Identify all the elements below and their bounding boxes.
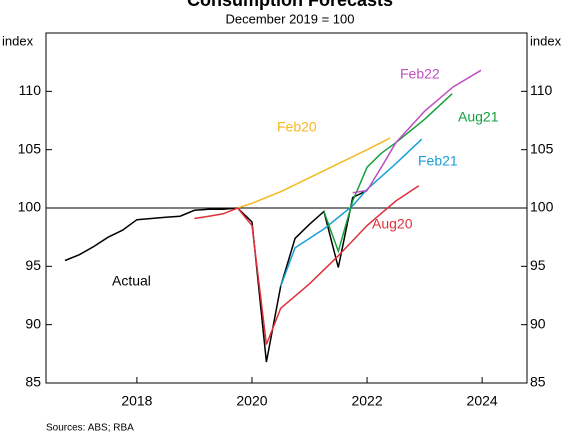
x-tick-label: 2020 (236, 393, 267, 409)
series-line (352, 69, 482, 194)
y-tick-label: 90 (25, 315, 41, 331)
series-label: Feb20 (277, 119, 317, 135)
y2-tick-label: 110 (530, 82, 553, 98)
chart-title: Consumption Forecasts (187, 0, 393, 10)
x-tick-label: 2018 (121, 393, 152, 409)
y-tick-label: 110 (19, 82, 42, 98)
series-label: Feb21 (418, 153, 458, 169)
y2-tick-label: 105 (530, 140, 554, 156)
y-tick-label: 85 (25, 374, 41, 390)
y2-tick-label: 85 (530, 374, 546, 390)
y2-tick-label: 95 (530, 257, 546, 273)
series-line (279, 138, 423, 287)
y2-tick-label: 100 (530, 199, 554, 215)
y-tick-label: 95 (25, 257, 41, 273)
y2-axis-label: index (530, 33, 562, 48)
series-label: Aug20 (372, 216, 413, 232)
y-axis-label: index (2, 33, 34, 48)
series-line (64, 189, 368, 363)
series-line (194, 185, 420, 345)
y-tick-label: 105 (18, 140, 42, 156)
source-note: Sources: ABS; RBA (46, 423, 134, 434)
y2-tick-label: 90 (530, 315, 546, 331)
series-label: Feb22 (400, 66, 440, 82)
series-label: Aug21 (458, 109, 499, 125)
x-tick-label: 2022 (351, 393, 382, 409)
series-label: Actual (112, 273, 151, 289)
x-tick-label: 2024 (467, 393, 498, 409)
y-tick-label: 100 (18, 199, 42, 215)
series-line (237, 137, 391, 209)
series-line (323, 93, 453, 254)
chart-subtitle: December 2019 = 100 (225, 11, 354, 26)
